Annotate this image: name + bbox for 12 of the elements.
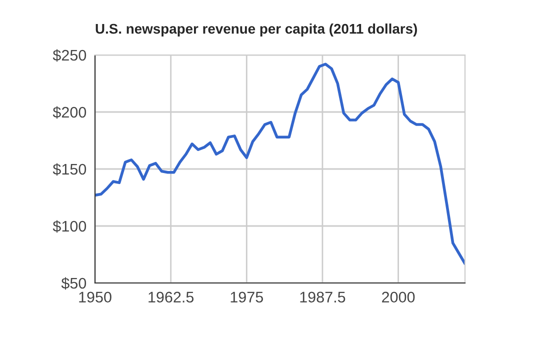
y-tick-label: $150 [52, 163, 86, 176]
y-tick-label: $100 [52, 220, 86, 233]
y-tick-label: $200 [52, 106, 86, 119]
x-tick-label: 1987.5 [300, 292, 346, 303]
x-tick-label: 1962.5 [148, 292, 194, 303]
y-tick-label: $50 [61, 277, 86, 290]
chart-title: U.S. newspaper revenue per capita (2011 dollars) [96, 24, 417, 36]
y-tick-label: $250 [52, 49, 86, 62]
x-tick-label: 1975 [230, 292, 263, 303]
x-tick-label: 1950 [79, 292, 112, 303]
line-series [95, 62, 465, 266]
x-tick-label: 2000 [382, 292, 415, 303]
